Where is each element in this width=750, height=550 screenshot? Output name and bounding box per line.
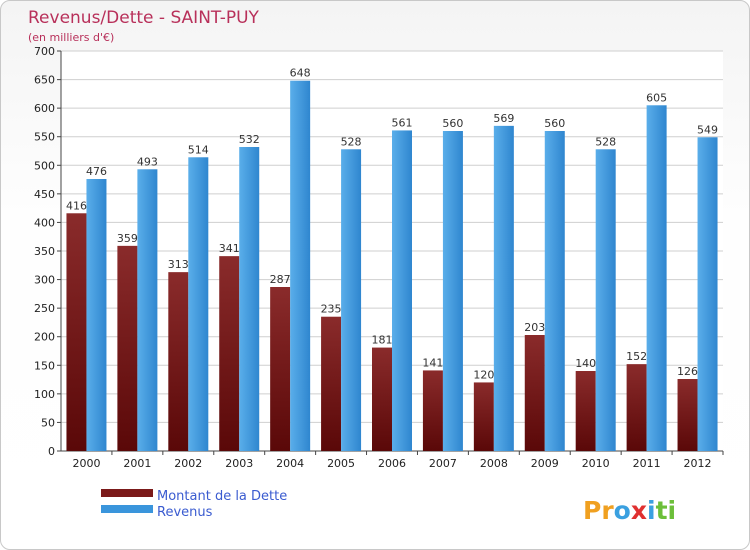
x-tick-label: 2000 <box>72 457 100 470</box>
bar-revenus-2008 <box>493 125 514 451</box>
label-debt-2008: 120 <box>473 368 494 381</box>
bar-revenus-2009 <box>544 131 565 451</box>
x-tick-label: 2009 <box>531 457 559 470</box>
label-revenus-2004: 648 <box>290 67 311 80</box>
y-tick-label: 300 <box>34 274 55 287</box>
y-tick-label: 50 <box>41 416 55 429</box>
label-revenus-2008: 569 <box>493 112 514 125</box>
x-tick-label: 2006 <box>378 457 406 470</box>
y-tick-label: 350 <box>34 245 55 258</box>
label-debt-2012: 126 <box>677 365 698 378</box>
label-revenus-2012: 549 <box>697 123 718 136</box>
x-tick-label: 2003 <box>225 457 253 470</box>
bar-debt-2007 <box>422 370 443 451</box>
bar-revenus-2003 <box>239 147 260 451</box>
bar-debt-2004 <box>270 287 291 451</box>
chart-subtitle: (en milliers d'€) <box>28 31 114 44</box>
bar-revenus-2002 <box>188 157 209 452</box>
bar-debt-2003 <box>219 256 240 451</box>
x-tick-label: 2008 <box>480 457 508 470</box>
label-debt-2004: 287 <box>270 273 291 286</box>
label-debt-2005: 235 <box>321 303 342 316</box>
label-debt-2003: 341 <box>219 242 240 255</box>
bar-revenus-2000 <box>86 179 107 451</box>
label-revenus-2005: 528 <box>341 135 362 148</box>
axes: 0 50 100 150 200 250 300 350 400 450 500 550 600 650 7… <box>34 45 724 470</box>
y-tick-label: 150 <box>34 359 55 372</box>
legend-swatch-revenus <box>101 505 153 513</box>
svg-text:Proxiti: Proxiti <box>583 496 676 525</box>
y-tick-label: 700 <box>34 45 55 58</box>
x-tick-label: 2007 <box>429 457 457 470</box>
bar-debt-2012 <box>677 379 698 451</box>
bar-revenus-2007 <box>442 131 463 451</box>
chart-title: Revenus/Dette - SAINT-PUY <box>28 8 260 28</box>
label-revenus-2003: 532 <box>239 133 260 146</box>
label-debt-2006: 181 <box>372 334 393 347</box>
label-debt-2007: 141 <box>422 356 443 369</box>
label-debt-2010: 140 <box>575 357 596 370</box>
x-tick-label: 2011 <box>633 457 661 470</box>
y-tick-label: 200 <box>34 331 55 344</box>
label-debt-2011: 152 <box>626 350 647 363</box>
bar-debt-2011 <box>626 364 647 451</box>
bar-revenus-2005 <box>341 149 362 452</box>
x-tick-label: 2001 <box>123 457 151 470</box>
bar-revenus-2010 <box>595 149 616 452</box>
label-revenus-2007: 560 <box>442 117 463 130</box>
bar-revenus-2001 <box>137 169 158 452</box>
label-revenus-2009: 560 <box>544 117 565 130</box>
bar-debt-2006 <box>372 347 392 451</box>
data-labels: 416 476 359 493 313 514 341 532 287 648 235 528 181 5… <box>66 67 718 382</box>
y-tick-label: 500 <box>34 159 55 172</box>
bar-revenus-2006 <box>392 130 412 451</box>
proxiti-logo: Proxiti <box>583 496 676 525</box>
label-revenus-2006: 561 <box>392 116 413 129</box>
bar-debt-2000 <box>66 213 87 451</box>
bar-revenus-2004 <box>290 80 311 451</box>
x-tick-label: 2004 <box>276 457 304 470</box>
bar-debt-2001 <box>117 245 138 451</box>
bar-debt-2010 <box>575 371 596 451</box>
y-tick-label: 650 <box>34 74 55 87</box>
label-revenus-2001: 493 <box>137 155 158 168</box>
label-debt-2000: 416 <box>66 199 87 212</box>
bar-debt-2005 <box>321 316 342 451</box>
bars <box>66 80 718 452</box>
y-tick-label: 600 <box>34 102 55 115</box>
legend-label-revenus: Revenus <box>157 505 213 520</box>
y-tick-label: 450 <box>34 188 55 201</box>
label-debt-2009: 203 <box>524 321 545 334</box>
label-revenus-2000: 476 <box>86 165 107 178</box>
label-debt-2001: 359 <box>117 232 138 245</box>
bar-debt-2008 <box>473 382 494 451</box>
bar-revenus-2011 <box>646 105 667 452</box>
y-tick-label: 550 <box>34 131 55 144</box>
bar-debt-2002 <box>168 272 189 451</box>
y-tick-label: 400 <box>34 216 55 229</box>
label-revenus-2002: 514 <box>188 143 209 156</box>
x-tick-label: 2005 <box>327 457 355 470</box>
x-tick-label: 2012 <box>684 457 712 470</box>
y-tick-label: 100 <box>34 388 55 401</box>
legend-swatch-debt <box>101 489 153 497</box>
y-tick-label: 0 <box>48 445 55 458</box>
legend-label-debt: Montant de la Dette <box>157 489 287 504</box>
x-tick-label: 2010 <box>582 457 610 470</box>
legend: Montant de la Dette Revenus <box>101 489 287 520</box>
bar-revenus-2012 <box>697 137 718 452</box>
label-revenus-2011: 605 <box>646 91 667 104</box>
y-tick-label: 250 <box>34 302 55 315</box>
bar-debt-2009 <box>524 335 545 451</box>
label-revenus-2010: 528 <box>595 135 616 148</box>
label-debt-2002: 313 <box>168 258 189 271</box>
x-tick-label: 2002 <box>174 457 202 470</box>
